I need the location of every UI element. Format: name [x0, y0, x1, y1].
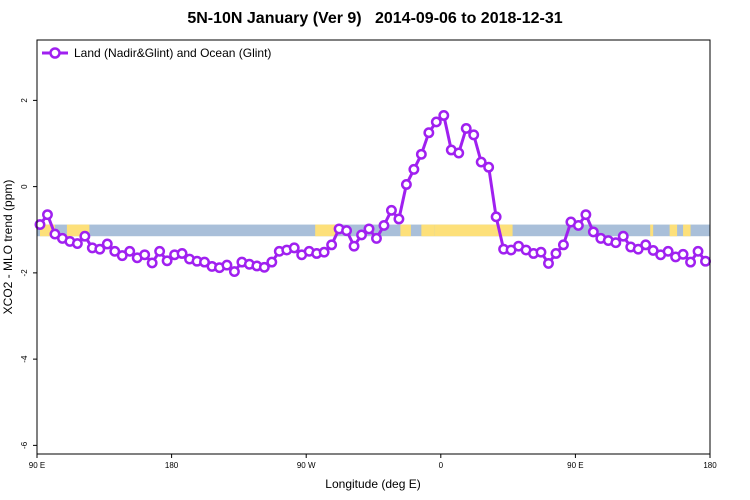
data-point — [258, 261, 270, 273]
data-point — [154, 245, 166, 257]
data-point — [101, 238, 113, 250]
legend-label: Land (Nadir&Glint) and Ocean (Glint) — [74, 46, 271, 60]
y-tick-label: 0 — [20, 184, 29, 189]
data-point — [161, 255, 173, 267]
data-point — [34, 219, 46, 231]
data-point — [124, 245, 136, 257]
data-point — [662, 245, 674, 257]
x-tick-label: 180 — [703, 461, 717, 470]
data-point — [146, 257, 158, 269]
legend: Land (Nadir&Glint) and Ocean (Glint) — [42, 46, 271, 60]
data-point — [453, 147, 465, 159]
data-point — [685, 256, 697, 268]
data-point — [371, 232, 382, 244]
land-segment — [669, 224, 678, 237]
x-tick-label: 180 — [165, 461, 179, 470]
x-axis-label: Longitude (deg E) — [325, 477, 420, 491]
y-tick-label: -2 — [20, 269, 29, 277]
y-tick-label: -4 — [20, 355, 29, 363]
data-point — [71, 238, 83, 250]
data-point — [460, 122, 472, 134]
land-segment — [683, 224, 691, 237]
data-point — [326, 239, 338, 251]
data-point — [228, 266, 240, 278]
data-point — [139, 249, 151, 261]
data-point — [475, 156, 487, 168]
x-tick-label: 90 E — [567, 461, 583, 470]
land-segment — [650, 224, 654, 237]
y-tick-label: -6 — [20, 441, 29, 449]
plot-frame — [36, 39, 711, 455]
data-point — [341, 225, 353, 237]
data-point — [363, 223, 375, 235]
land-segment — [66, 224, 90, 237]
data-point — [550, 248, 562, 259]
data-point — [221, 259, 233, 271]
data-point — [490, 211, 502, 223]
data-point — [266, 256, 278, 268]
data-point — [617, 230, 629, 242]
data-point — [288, 242, 300, 254]
data-point — [415, 148, 427, 160]
data-point — [348, 240, 360, 252]
series-line — [38, 114, 707, 274]
chart-title: 5N-10N January (Ver 9) 2014-09-06 to 201… — [187, 10, 563, 27]
axes: 90 E 180 90 W 0 90 E 180 2 0 -2 -4 -6 — [20, 98, 717, 470]
y-axis-label: XCO2 - MLO trend (ppm) — [1, 180, 15, 315]
data-point — [677, 248, 689, 260]
data-point — [543, 257, 554, 269]
data-point — [318, 246, 330, 258]
data-point — [430, 116, 442, 128]
data-point — [438, 110, 450, 121]
y-tick-label: 2 — [20, 98, 29, 103]
legend-marker — [49, 47, 61, 59]
data-point — [700, 255, 711, 267]
x-tick-label: 90 W — [297, 461, 316, 470]
data-point — [572, 219, 584, 231]
series-layer — [34, 110, 711, 278]
data-point — [692, 245, 704, 257]
data-point — [385, 204, 397, 216]
land-segment — [39, 224, 55, 237]
data-point — [94, 243, 106, 255]
land-segment — [315, 224, 337, 237]
land-segment — [400, 224, 411, 237]
data-point — [580, 209, 592, 221]
data-point — [483, 161, 495, 173]
data-point — [640, 239, 652, 251]
data-point — [356, 229, 367, 241]
data-point — [610, 237, 622, 249]
land-segment — [421, 224, 435, 237]
x-tick-label: 90 E — [29, 461, 45, 470]
data-point — [42, 209, 53, 221]
data-point — [408, 163, 420, 175]
data-point — [176, 248, 188, 259]
land-segment — [434, 224, 513, 237]
data-point — [378, 219, 390, 231]
data-point — [535, 246, 547, 258]
data-point — [468, 129, 480, 141]
x-tick-label: 0 — [439, 461, 444, 470]
data-point — [79, 230, 91, 242]
data-point — [423, 127, 435, 139]
data-point — [557, 239, 569, 251]
data-point — [400, 179, 412, 190]
data-point — [393, 213, 405, 225]
data-point — [587, 226, 599, 238]
